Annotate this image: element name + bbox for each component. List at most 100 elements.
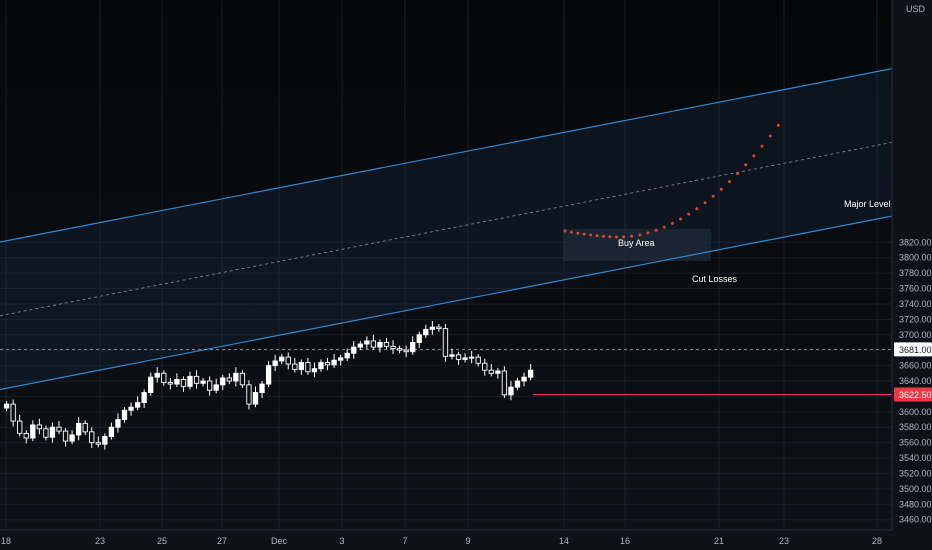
projection-dot [569, 230, 573, 234]
candle-body [416, 334, 422, 343]
candle-body [3, 403, 10, 409]
x-tick-label: 21 [714, 536, 724, 546]
candle [462, 353, 468, 363]
candle-body [305, 362, 311, 373]
y-tick-label: 3800.00 [899, 253, 932, 263]
candle-body [265, 365, 272, 385]
projection-dot [614, 235, 618, 239]
candle-body [455, 354, 462, 360]
candle-body [89, 431, 95, 444]
y-tick-label: 3820.00 [899, 237, 932, 247]
candle-body [239, 372, 246, 386]
candle-body [364, 340, 370, 345]
candle-body [10, 403, 16, 422]
candle [521, 372, 527, 387]
projection-dot [621, 235, 625, 239]
candle-body [495, 370, 501, 374]
candle-body [148, 376, 154, 394]
candle [89, 427, 95, 449]
candle-body [220, 377, 226, 386]
candle-body [396, 348, 403, 351]
projection-dot [595, 234, 599, 238]
candle-body [475, 356, 481, 364]
candle-body [344, 352, 350, 359]
x-tick-label: 16 [620, 536, 630, 546]
projection-dot [768, 134, 772, 138]
x-tick-label: 14 [559, 536, 569, 546]
x-tick-label: 27 [217, 536, 227, 546]
candle-body [436, 326, 442, 330]
candle-body [442, 328, 449, 357]
channel-upper-line [0, 68, 893, 243]
candle-body [272, 360, 278, 367]
candle [3, 401, 10, 412]
candle-body [462, 357, 468, 360]
projection-dot [638, 233, 642, 237]
candle-body [324, 362, 331, 366]
candle-body [30, 424, 36, 439]
candle [436, 323, 442, 332]
candle-body [423, 328, 429, 336]
candle [161, 370, 167, 386]
candle [148, 372, 154, 396]
candle [344, 348, 350, 361]
candle [514, 377, 521, 391]
y-tick-label: 3460.00 [899, 515, 932, 525]
candles [3, 320, 534, 450]
price-tag-value: 3681.00 [899, 345, 932, 355]
y-tick-label: 3520.00 [899, 468, 932, 478]
candle-body [128, 406, 134, 411]
projection-dot [589, 233, 593, 237]
candle [141, 389, 147, 408]
candle [351, 340, 357, 359]
candle-body [259, 383, 265, 394]
candle [167, 377, 173, 390]
candle-body [56, 426, 62, 432]
candle [233, 367, 239, 387]
candle-body [370, 340, 377, 348]
candle-body [187, 375, 193, 387]
candle [475, 354, 481, 367]
candle-body [154, 372, 160, 378]
y-tick-label: 3700.00 [899, 330, 932, 340]
channel-fill [0, 68, 892, 390]
candle [128, 402, 134, 416]
candle-body [69, 434, 75, 442]
candle-body [521, 376, 527, 382]
projection-dot [563, 229, 567, 233]
candle [396, 345, 403, 354]
candle-body [482, 362, 488, 371]
candle [285, 352, 291, 370]
candle-body [167, 382, 173, 385]
candle [265, 360, 272, 388]
candle-body [488, 369, 494, 374]
y-tick-label: 3480.00 [899, 499, 932, 509]
annotation-buy-area: Buy Area [618, 238, 655, 248]
price-axis-bg [892, 0, 932, 550]
candle [416, 331, 422, 348]
candle-body [121, 409, 128, 420]
projection-dot [670, 221, 674, 225]
candle [200, 377, 206, 387]
candle-body [161, 372, 167, 383]
candle-body [514, 380, 521, 388]
candle [318, 359, 324, 372]
candle-body [62, 430, 69, 442]
candle [213, 378, 219, 394]
candle [455, 351, 462, 365]
candle [259, 381, 265, 398]
candle [482, 358, 488, 376]
candle-body [246, 384, 252, 405]
candle [338, 354, 344, 366]
x-tick-label: 18 [1, 536, 11, 546]
candle-body [36, 424, 43, 430]
projection-dot [630, 234, 634, 238]
candle [495, 367, 501, 379]
price-tag-bg [894, 387, 932, 402]
candle [390, 340, 396, 355]
y-tick-label: 3720.00 [899, 314, 932, 324]
candle [311, 362, 318, 378]
candle-body [75, 422, 82, 436]
candle [62, 428, 69, 447]
